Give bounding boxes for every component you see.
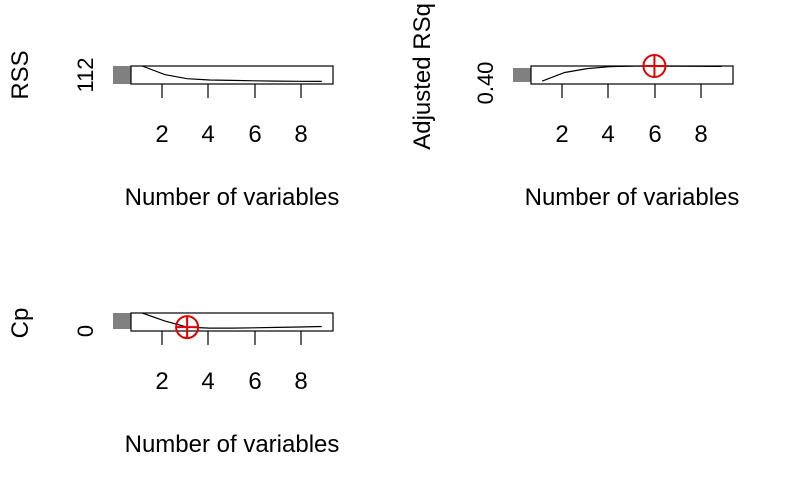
- y-axis-label: Cp: [7, 308, 34, 339]
- x-ticks: [561, 84, 702, 98]
- panel-adjusted-rsq: 0.40 Adjusted RSq 2 4 6 8 Number of vari…: [409, 3, 739, 211]
- y-axis-label: RSS: [7, 50, 34, 99]
- series-line: [142, 312, 322, 329]
- y-axis-label: Adjusted RSq: [409, 3, 436, 150]
- y-tick-label: 0: [73, 325, 98, 337]
- x-axis-label: Number of variables: [525, 184, 740, 211]
- y-tick-marks: [513, 68, 531, 82]
- y-tick-marks: [113, 313, 131, 329]
- x-tick-label: 2: [155, 368, 168, 395]
- x-tick-label: 8: [694, 121, 707, 148]
- x-tick-label: 6: [248, 368, 261, 395]
- x-axis-label: Number of variables: [125, 431, 340, 458]
- panel-cp: 0 Cp 2 4 6 8 Number of variables: [7, 308, 339, 458]
- plot-box: [530, 65, 734, 85]
- x-ticks: [161, 84, 302, 98]
- optimum-marker: [175, 315, 200, 340]
- x-tick-label: 4: [201, 368, 214, 395]
- x-axis-label: Number of variables: [125, 184, 340, 211]
- x-tick-label: 4: [601, 121, 614, 148]
- x-tick-label: 8: [294, 121, 307, 148]
- x-tick-label: 4: [201, 121, 214, 148]
- series-line: [541, 65, 722, 82]
- panel-rss: 112 RSS 2 4 6 8 Number of variables: [7, 50, 339, 211]
- x-tick-label: 2: [555, 121, 568, 148]
- x-ticks: [161, 331, 302, 345]
- y-tick-label: 112: [73, 57, 98, 92]
- x-tick-label: 2: [155, 121, 168, 148]
- series-line: [141, 65, 322, 82]
- x-tick-label: 6: [248, 121, 261, 148]
- y-tick-marks: [113, 66, 131, 84]
- x-tick-label: 6: [648, 121, 661, 148]
- optimum-marker: [642, 54, 667, 78]
- x-tick-label: 8: [294, 368, 307, 395]
- y-tick-label: 0.40: [473, 62, 498, 105]
